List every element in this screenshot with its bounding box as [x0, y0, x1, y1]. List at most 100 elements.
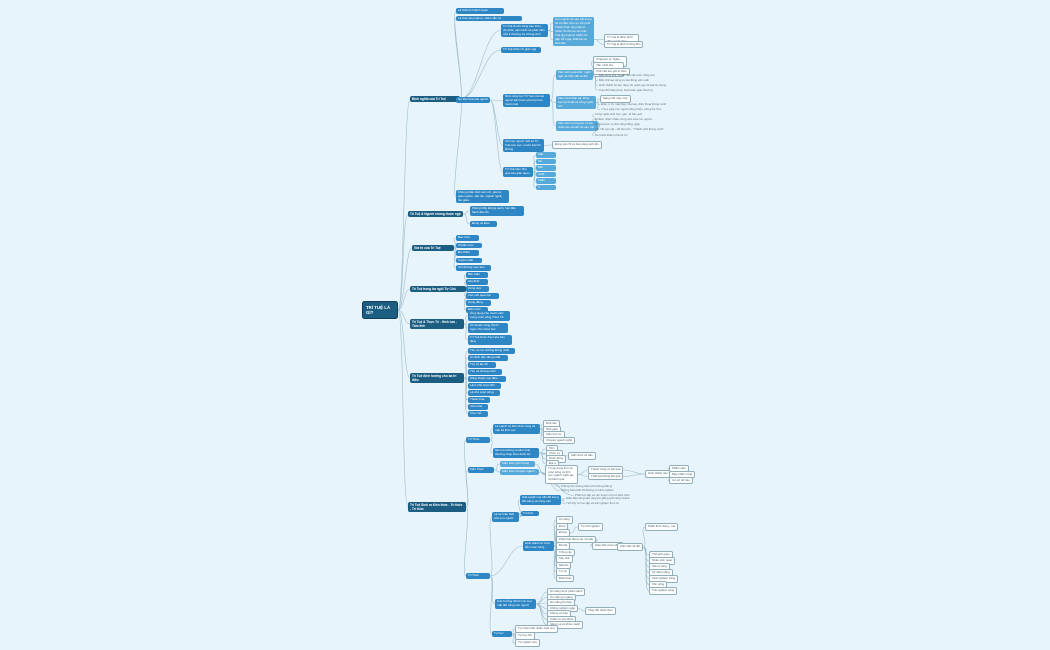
mindmap-node-t4[interactable]: Trao đổi hàng hóa, buôn bán giao thương	[599, 88, 653, 92]
mindmap-node-b4[interactable]: Trí Tuệ trong ba ngôi Tự Chủ	[410, 286, 466, 292]
mindmap-node-k12[interactable]: Hiểu biết về đời	[617, 543, 644, 551]
mindmap-node-j2d3[interactable]: Cơ sở dữ liệu	[669, 476, 693, 485]
mindmap-node-i8[interactable]: Thuần hóa	[468, 397, 490, 403]
mindmap-node-t6[interactable]: Y học giúp con người sống khỏe, sống thọ…	[601, 107, 662, 111]
mindmap-node-d7d[interactable]: Lưỡi	[536, 171, 556, 178]
mindmap-node-t1[interactable]: Biết dùng lửa, thuần hóa vật nuôi, trồng…	[599, 73, 655, 77]
mindmap-node-j1b[interactable]: Nếu họ không có tầm nhìn, thường chạy th…	[493, 448, 539, 458]
mindmap-node-i3[interactable]: Tùy hỷ lạc đủ	[468, 362, 496, 368]
mindmap-node-t8[interactable]: AI đảm nhận nhiều công việc của con ngườ…	[595, 117, 652, 121]
mindmap-node-jt2[interactable]: Không hiểu biết thì không có kinh nghiệm	[561, 488, 615, 492]
mindmap-node-k10[interactable]: Buôn bán	[556, 574, 575, 583]
mindmap-node-d8[interactable]: Không phân biệt nam nữ, già trẻ, giàu ng…	[456, 190, 509, 204]
mindmap-node-b7[interactable]: Trí Tuệ Sinh ra Kiến thức - Tri thức - T…	[408, 502, 466, 512]
mindmap-node-j1[interactable]: Trí Thức	[466, 437, 490, 443]
mindmap-node-j3b[interactable]: Hình thành từ thực tiễn cuộc sống	[523, 541, 554, 551]
mindmap-node-g5[interactable]: Cộng đồng	[466, 300, 491, 306]
mindmap-node-f4[interactable]: Xuyên suốt	[456, 257, 482, 264]
mindmap-node-d7f[interactable]: Ý	[536, 184, 556, 191]
mindmap-node-k3x[interactable]: Tự trải nghiệm	[578, 523, 603, 531]
mindmap-node-q1[interactable]: Tự nhiên biết nhiều nuôi con	[515, 625, 558, 633]
mindmap-node-f3[interactable]: Đa chiều	[456, 250, 479, 256]
mindmap-node-p7[interactable]: Sống vui vẻ khỏe mạnh	[547, 621, 584, 629]
mindmap-node-e1[interactable]: Không thầy không sách, học đâu hành đạo …	[470, 206, 524, 216]
mindmap-node-d4[interactable]: Trí Tuệ khai mở giác ngộ	[501, 47, 541, 53]
root-node[interactable]: TRÍ TUỆ LÀ GÌ?	[362, 301, 398, 319]
mindmap-node-d7b[interactable]: Tai	[536, 158, 556, 165]
mindmap-node-p8[interactable]: Thay đổi nhận thức	[585, 607, 616, 615]
mindmap-node-d5a3[interactable]: Văn minh tương lai: trí tuệ nhân tạo và …	[556, 121, 598, 131]
mindmap-node-i2[interactable]: An định tâm đúng nhất	[468, 355, 508, 361]
mindmap-node-t3[interactable]: Hình thành bộ lạc, làng xã, quốc gia và …	[599, 83, 667, 87]
mindmap-node-d7c[interactable]: Mũi	[536, 165, 556, 171]
mindmap-node-j3c[interactable]: Ảnh hưởng rất lớn tới mọi mặt đời sống c…	[495, 599, 536, 609]
mindmap-node-b2[interactable]: Trí Tuệ & Người chứng được ngộ	[408, 211, 463, 217]
mindmap-node-j2b[interactable]: Kiến thức chuyên ngành	[500, 469, 539, 475]
mindmap-node-d5[interactable]: Sự tiến hóa loài người	[456, 97, 490, 103]
mindmap-node-t5[interactable]: Điện, ô tô, máy bay, internet, điện thoạ…	[601, 102, 667, 106]
mindmap-node-j2c[interactable]: Từ áp dụng thực tế cuộc sống và lĩnh vực…	[545, 465, 578, 484]
mindmap-node-f2[interactable]: Chuẩn mực	[456, 242, 482, 249]
mindmap-node-d3c[interactable]: Trái quy luật tự nhiên thì gặp trở ngại,…	[553, 33, 594, 47]
mindmap-node-jt3[interactable]: Phải học tập và rèn luyện mới có kiến th…	[575, 493, 630, 497]
mindmap-node-g2[interactable]: Gia đình	[466, 279, 488, 285]
mindmap-node-d3[interactable]: Trí Tuệ là nền tảng bao trùm, chi phối, …	[501, 24, 548, 38]
mindmap-node-h1[interactable]: Ứng dụng cho muôn việc trong cuộc sống T…	[468, 311, 510, 321]
mindmap-node-b6[interactable]: Trí Tuệ định hướng cho ba trí điều	[410, 373, 464, 383]
mindmap-node-j2a[interactable]: Kiến thức phổ thông	[500, 461, 535, 467]
mindmap-node-h2[interactable]: Có khuôn vàng thước ngọc như khoa học	[468, 323, 508, 333]
mindmap-node-i1[interactable]: Tìm ra con đường Đúng nhất	[468, 348, 515, 354]
mindmap-node-i6[interactable]: Làm Chủ cuộc đời	[468, 383, 501, 389]
mindmap-node-t2[interactable]: Biết chế tạo công cụ lao động sản xuất	[599, 78, 649, 82]
mindmap-node-d5a[interactable]: Nhờ năng lực Trí Tuệ mà loài người tiến …	[503, 94, 550, 108]
mindmap-node-j2[interactable]: Kiến Thức	[468, 467, 494, 473]
mindmap-node-g6[interactable]: Đất nước	[466, 307, 488, 313]
mindmap-node-j1c[interactable]: Kiến thức về đạo	[568, 452, 596, 460]
mindmap-node-d2[interactable]: Là Các Quy luật tự nhiên sẵn có	[456, 15, 522, 22]
mindmap-node-j3a[interactable]: Là sự hiểu biết của con người	[492, 512, 519, 522]
mindmap-node-i4[interactable]: Tìm và chứng minh	[468, 369, 502, 375]
mindmap-node-d1[interactable]: Là chân lý khách quan	[456, 8, 504, 14]
mindmap-node-q3[interactable]: Tự nghiên cứu	[515, 639, 540, 647]
mindmap-node-d7[interactable]: Trí Tuệ hiện hữu qua sáu giác quan	[503, 167, 533, 177]
mindmap-node-t7[interactable]: Công nghệ sinh học, gen, tế bào gốc	[595, 112, 643, 116]
mindmap-node-g3[interactable]: Công việc	[466, 286, 489, 292]
mindmap-node-t10[interactable]: Kết nối vạn vật - dữ liệu lớn - "Thành p…	[595, 127, 665, 131]
mindmap-node-d6[interactable]: Chỉ con người mới có Trí Tuệ trọn vẹn, m…	[503, 139, 544, 153]
mindmap-node-j1a4[interactable]: Chuyên ngành nghề	[543, 436, 576, 445]
mindmap-node-j3d[interactable]: Tự học	[492, 631, 512, 637]
mindmap-node-i5[interactable]: Sống thuận mọi điều	[468, 376, 506, 382]
mindmap-node-e2[interactable]: Đúng về Đạo	[470, 221, 497, 227]
mindmap-node-b3[interactable]: Giá trị của Trí Tuệ	[412, 245, 454, 251]
mindmap-node-g4[interactable]: Các mối quan hệ	[466, 293, 499, 299]
mindmap-node-jt4[interactable]: Hiểu biết càng sâu rộng thì giải quyết c…	[566, 496, 630, 500]
mindmap-node-f1[interactable]: Bao trùm	[456, 235, 479, 241]
mindmap-node-i10[interactable]: Che chở	[468, 411, 488, 417]
mindmap-node-d7e[interactable]: Thân	[536, 178, 556, 184]
mindmap-node-j2c2[interactable]: Thất bại không kết quả	[588, 472, 624, 481]
mindmap-node-j3[interactable]: Tri Thức	[466, 573, 490, 579]
mindmap-node-b1[interactable]: Định nghĩa của Trí Tuệ	[410, 96, 460, 102]
mindmap-node-d3c2[interactable]: Trí Tuệ là đích hướng đến	[604, 40, 644, 49]
mindmap-node-j3a1[interactable]: Giải quyết mọi vấn đề trong đời sống và …	[520, 495, 561, 505]
mindmap-node-d5a1[interactable]: Văn minh quá khứ: ngôn ngữ và chữ viết r…	[556, 70, 593, 80]
mindmap-node-d6a[interactable]: Động vật chỉ có bản năng sinh tồn	[552, 141, 602, 149]
mindmap-node-t9[interactable]: Robot phục vụ đời sống hằng ngày	[595, 122, 640, 126]
mindmap-node-m1[interactable]: Nhận thức đúng - sai	[645, 523, 679, 531]
mindmap-node-j3a2[interactable]: Tri thức	[521, 510, 539, 517]
mindmap-node-d7a[interactable]: Mắt	[536, 152, 556, 158]
mindmap-node-d5a2a[interactable]: Sáng chế máy móc	[600, 95, 631, 103]
mindmap-node-t11[interactable]: Du hành khám phá vũ trụ	[595, 133, 628, 137]
mindmap-node-i9[interactable]: Cảm hóa	[468, 404, 488, 410]
mindmap-node-jt1[interactable]: Không học không hành thì không biết gì	[561, 484, 613, 488]
mindmap-node-i7[interactable]: Là chủ cuộc sống	[468, 390, 500, 396]
mindmap-node-d5a2[interactable]: Văn minh hiện tại: khoa học kỹ thuật và …	[556, 96, 596, 110]
mindmap-node-k4[interactable]: Phân biệt đúng sai, tốt xấu	[556, 535, 597, 544]
mindmap-node-g1[interactable]: Bản thân	[466, 272, 488, 278]
mindmap-node-jt5[interactable]: Tích lũy từ học tập và trải nghiệm thực …	[566, 501, 619, 505]
mindmap-node-d5a1c[interactable]: Chữ viết lưu giữ tri thức	[593, 67, 630, 76]
mindmap-node-f5[interactable]: Chỉ đường mục tiêu	[456, 265, 491, 271]
mindmap-node-h3[interactable]: Trí Tuệ là do Tạo Hóa ban tặng	[468, 335, 512, 345]
mindmap-node-m8[interactable]: Trải nghiệm sống	[649, 587, 678, 595]
